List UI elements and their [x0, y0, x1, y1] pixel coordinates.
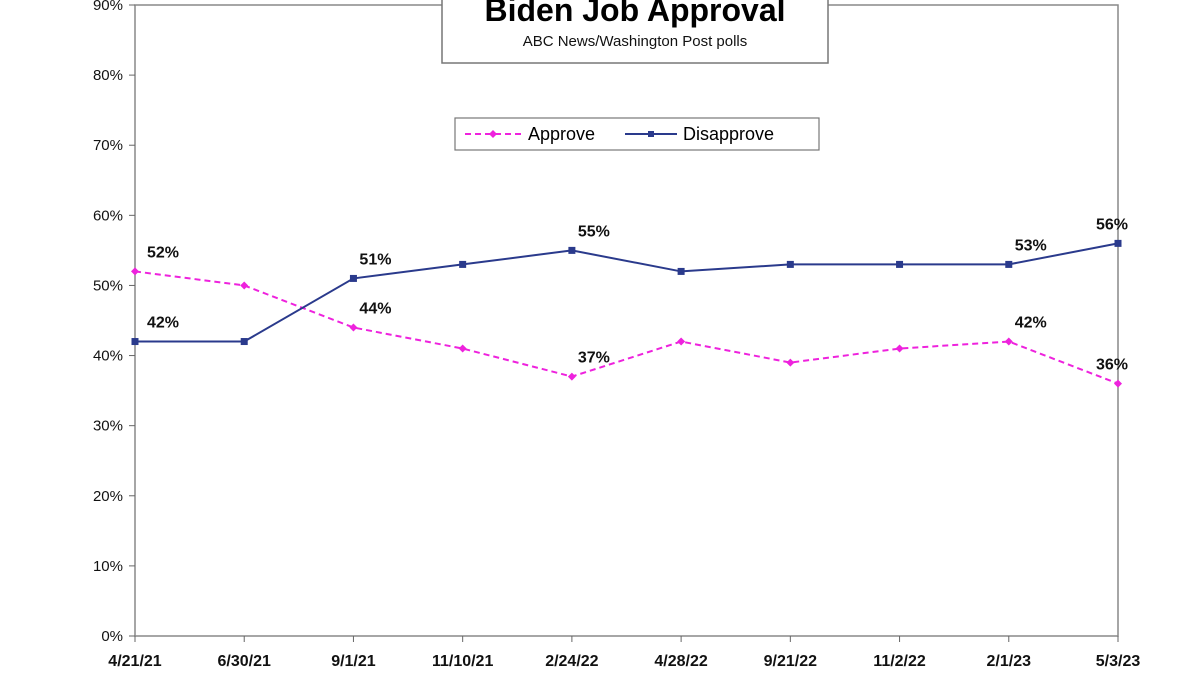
series-line-approve	[134, 270, 1119, 385]
data-point-disapprove	[568, 246, 576, 254]
title-box: Biden Job Approval ABC News/Washington P…	[441, 0, 829, 64]
data-label-disapprove: 55%	[578, 223, 610, 240]
data-point-disapprove	[349, 274, 357, 282]
plot-area	[134, 4, 1119, 637]
y-tick-label: 60%	[93, 207, 123, 224]
data-point-disapprove	[1005, 260, 1013, 268]
x-tick-label: 4/21/21	[108, 653, 161, 670]
data-label-approve: 44%	[359, 301, 391, 318]
data-point-approve	[1004, 337, 1013, 346]
chart-title: Biden Job Approval	[484, 0, 785, 28]
x-tick-label: 5/3/23	[1096, 653, 1141, 670]
y-tick-label: 0%	[101, 628, 123, 645]
x-tick-label: 2/24/22	[545, 653, 598, 670]
data-point-disapprove	[459, 260, 467, 268]
y-tick-label: 70%	[93, 137, 123, 154]
data-point-approve	[1114, 379, 1122, 388]
series-line-disapprove	[135, 242, 1119, 343]
legend: Approve Disapprove	[454, 117, 820, 151]
y-tick-label: 80%	[93, 67, 123, 84]
data-point-disapprove	[896, 260, 904, 268]
x-tick-label: 4/28/22	[654, 653, 707, 670]
legend-label-disapprove: Disapprove	[683, 124, 774, 144]
data-point-disapprove	[131, 338, 139, 346]
legend-marker-disapprove	[648, 131, 654, 137]
y-tick-label: 90%	[93, 0, 123, 14]
chart-subtitle: ABC News/Washington Post polls	[523, 33, 748, 50]
data-label-approve: 42%	[1015, 315, 1047, 332]
data-point-approve	[677, 337, 686, 346]
data-label-disapprove: 53%	[1015, 237, 1047, 254]
data-point-disapprove	[240, 338, 248, 346]
x-tick-label: 9/21/22	[764, 653, 817, 670]
x-tick-label: 11/10/21	[432, 653, 494, 670]
legend-label-approve: Approve	[528, 124, 595, 144]
data-point-approve	[786, 358, 795, 367]
y-tick-label: 20%	[93, 488, 123, 505]
data-label-approve: 37%	[578, 350, 610, 367]
y-tick-label: 40%	[93, 348, 123, 365]
data-label-approve: 36%	[1096, 357, 1128, 374]
data-point-approve	[458, 344, 467, 353]
x-tick-label: 11/2/22	[873, 653, 926, 670]
data-labels: 52% 44% 37% 42% 36% 42% 51% 55% 53% 56%	[147, 216, 1128, 373]
data-point-approve	[131, 267, 139, 276]
data-point-approve	[349, 323, 358, 332]
data-label-disapprove: 42%	[147, 315, 179, 332]
y-axis: 0% 10% 20% 30% 40% 50% 60% 70% 80% 90%	[93, 0, 135, 645]
data-point-approve	[567, 372, 576, 381]
x-axis: 4/21/21 6/30/21 9/1/21 11/10/21 2/24/22 4/28/…	[108, 636, 1140, 670]
data-label-disapprove: 56%	[1096, 216, 1128, 233]
y-tick-label: 30%	[93, 418, 123, 435]
y-tick-label: 10%	[93, 558, 123, 575]
data-label-disapprove: 51%	[359, 251, 391, 268]
data-point-approve	[240, 281, 249, 290]
data-point-disapprove	[1114, 239, 1122, 247]
data-point-disapprove	[677, 267, 685, 275]
legend-marker-approve	[489, 130, 497, 138]
x-tick-label: 6/30/21	[218, 653, 271, 670]
x-tick-label: 9/1/21	[331, 653, 376, 670]
data-point-disapprove	[786, 260, 794, 268]
x-tick-label: 2/1/23	[987, 653, 1032, 670]
series-layer	[131, 239, 1122, 388]
y-tick-label: 50%	[93, 277, 123, 294]
data-point-approve	[895, 344, 904, 353]
data-label-approve: 52%	[147, 244, 179, 261]
